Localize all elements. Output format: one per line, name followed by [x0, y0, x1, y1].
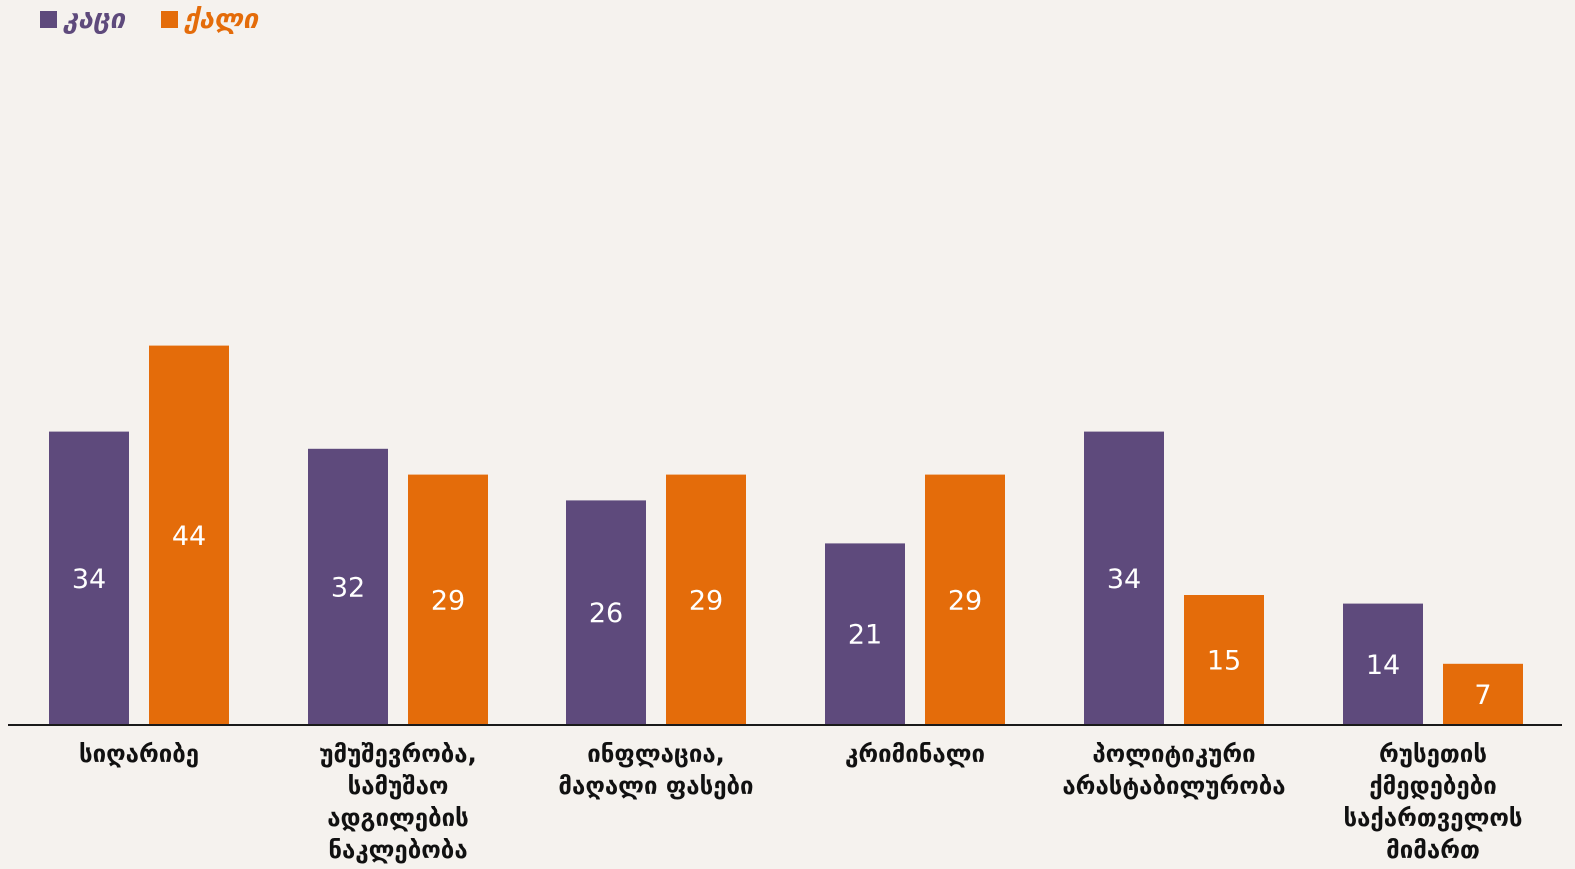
data-label-s1-c1: 29: [431, 585, 465, 616]
data-label-s0-c5: 14: [1366, 650, 1400, 681]
bar-s0-c3: [825, 543, 905, 724]
legend: კაცი ქალი: [40, 4, 258, 35]
legend-swatch-women: [160, 11, 178, 28]
category-label-4: პოლიტიკური არასტაბილურობა: [1062, 740, 1286, 800]
bar-s0-c1: [308, 448, 388, 724]
data-label-s1-c4: 15: [1207, 646, 1241, 677]
data-label-s0-c1: 32: [331, 572, 365, 603]
legend-label-men: კაცი: [63, 4, 125, 35]
category-label-1: უმუშევრობა, სამუშაო ადგილების ნაკლებობა: [319, 740, 477, 864]
category-label-3: კრიმინალი: [844, 740, 985, 768]
bar-s0-c2: [566, 500, 646, 724]
bar-s1-c0: [149, 345, 229, 724]
data-label-s0-c3: 21: [848, 620, 882, 651]
data-label-s0-c2: 26: [589, 598, 623, 629]
data-label-s1-c0: 44: [172, 521, 206, 552]
data-label-s1-c2: 29: [689, 585, 723, 616]
category-label-5: რუსეთის ქმედებები საქართველოს მიმართ: [1343, 740, 1523, 864]
category-label-2: ინფლაცია, მაღალი ფასები: [558, 740, 754, 800]
data-label-s1-c5: 7: [1474, 680, 1491, 711]
bar-s1-c3: [925, 474, 1005, 724]
bar-s0-c4: [1084, 431, 1164, 724]
legend-item-men: კაცი: [40, 4, 125, 35]
category-label-0: სიღარიბე: [78, 740, 200, 768]
legend-label-women: ქალი: [183, 4, 259, 35]
bar-s1-c2: [666, 474, 746, 724]
data-label-s0-c0: 34: [72, 564, 106, 595]
data-label-s0-c4: 34: [1107, 564, 1141, 595]
data-label-s1-c3: 29: [948, 585, 982, 616]
bar-s0-c5: [1343, 603, 1423, 724]
bar-s0-c0: [49, 431, 129, 724]
legend-item-women: ქალი: [160, 4, 259, 35]
bar-s1-c1: [408, 474, 488, 724]
legend-swatch-men: [40, 11, 57, 28]
bar-s1-c4: [1184, 595, 1264, 724]
bar-s1-c5: [1443, 663, 1523, 724]
